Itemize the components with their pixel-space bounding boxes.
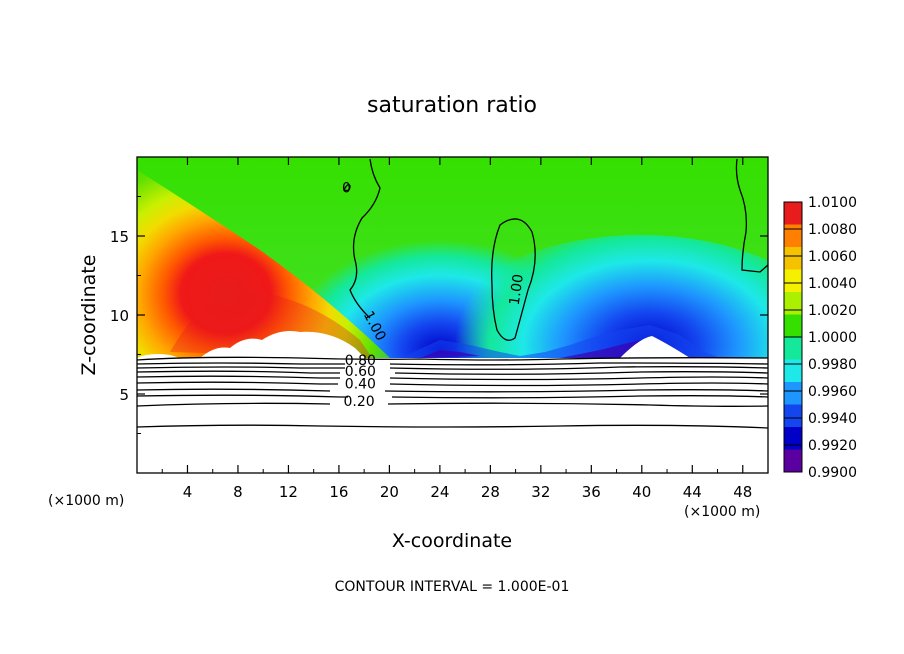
contour-0-80 bbox=[136, 366, 769, 370]
subsaturated-region-right bbox=[440, 235, 768, 358]
y-axis: 5 10 15 bbox=[110, 196, 768, 434]
colorbar-swatch bbox=[784, 359, 802, 383]
colorbar-label: 1.0100 bbox=[808, 195, 857, 211]
contour-1-00-center bbox=[491, 218, 536, 341]
x-tick-label: 12 bbox=[279, 483, 298, 501]
contour-0-40 bbox=[136, 388, 769, 393]
chart-title: saturation ratio bbox=[367, 93, 537, 118]
x-tick-label: 44 bbox=[683, 483, 702, 501]
contour-interval: CONTOUR INTERVAL = 1.000E-01 bbox=[335, 579, 570, 595]
cloud-top-white-right bbox=[620, 336, 690, 358]
contour-0-70 bbox=[136, 370, 769, 375]
x-axis-label: X-coordinate bbox=[392, 530, 512, 552]
colorbar-label: 0.9940 bbox=[808, 411, 857, 427]
colorbar-swatch bbox=[784, 314, 802, 338]
contour-label: 1.00 bbox=[507, 273, 527, 306]
colorbar-label: 1.0060 bbox=[808, 249, 857, 265]
colorbar-swatch bbox=[784, 224, 802, 248]
saturation-field bbox=[137, 157, 768, 358]
x-tick-label: 48 bbox=[733, 483, 752, 501]
supersaturated-region bbox=[137, 170, 390, 358]
colorbar-swatch bbox=[784, 427, 802, 450]
contour-0-10 bbox=[136, 424, 769, 429]
x-tick-label: 8 bbox=[233, 483, 243, 501]
colorbar-swatch bbox=[784, 292, 802, 315]
colorbar-label: 1.0000 bbox=[808, 330, 857, 346]
colorbar-swatch bbox=[784, 247, 802, 270]
contour-lines bbox=[136, 158, 769, 429]
x-tick-label: 28 bbox=[481, 483, 500, 501]
x-tick-label: 24 bbox=[430, 483, 449, 501]
contour-1-00-right bbox=[735, 158, 769, 273]
colorbar-swatch bbox=[784, 382, 802, 405]
colorbar-label: 0.9920 bbox=[808, 438, 857, 454]
colorbar-label: 0.9960 bbox=[808, 384, 857, 400]
x-tick-label: 36 bbox=[582, 483, 601, 501]
colorbar-label: 0.9900 bbox=[808, 465, 857, 481]
x-tick-label: 32 bbox=[531, 483, 550, 501]
x-axis: 4 8 12 16 20 24 28 32 36 40 44 48 bbox=[161, 157, 752, 501]
contour-labels: 1.001.0000.800.600.400.20 bbox=[342, 181, 527, 410]
y-axis-label: Z-coordinate bbox=[78, 255, 100, 376]
colorbar: 1.0100 1.0080 1.0060 1.0040 1.0020 1.0000 0.99… bbox=[783, 195, 857, 481]
cloud-top-white bbox=[200, 331, 365, 358]
y-tick-label: 15 bbox=[110, 228, 129, 246]
colorbar-label: 1.0020 bbox=[808, 303, 857, 319]
contour-label: 0.40 bbox=[345, 377, 376, 393]
x-tick-label: 20 bbox=[380, 483, 399, 501]
y-tick-label: 5 bbox=[119, 386, 129, 404]
x-tick-label: 4 bbox=[183, 483, 193, 501]
violet-edge bbox=[420, 340, 680, 358]
colorbar-swatch bbox=[784, 449, 802, 473]
contour-0-50 bbox=[136, 381, 769, 387]
colorbar-swatch bbox=[784, 202, 802, 225]
contour-0-30 bbox=[136, 394, 769, 399]
colorbar-label: 0.9980 bbox=[808, 357, 857, 373]
colorbar-swatch bbox=[784, 337, 802, 360]
colorbar-swatch bbox=[784, 269, 802, 293]
contour-0-20 bbox=[136, 402, 769, 407]
contour-label: 0 bbox=[342, 181, 351, 197]
colorbar-label: 1.0040 bbox=[808, 276, 857, 292]
x-tick-label: 40 bbox=[632, 483, 651, 501]
contour-cloud-base bbox=[136, 356, 769, 361]
contour-small-loop bbox=[343, 184, 351, 192]
colorbar-label: 1.0080 bbox=[808, 222, 857, 238]
contour-label: 0.80 bbox=[345, 353, 376, 369]
x-unit-left: (×1000 m) bbox=[48, 493, 124, 509]
x-unit-right: (×1000 m) bbox=[684, 504, 760, 520]
y-tick-label: 10 bbox=[110, 307, 129, 325]
colorbar-swatch bbox=[784, 404, 802, 428]
cloud-top-white-left bbox=[137, 354, 180, 358]
contour-label: 0.20 bbox=[344, 394, 375, 410]
contour-label: 0.60 bbox=[345, 364, 376, 380]
x-tick-label: 16 bbox=[329, 483, 348, 501]
contour-0-90 bbox=[136, 362, 769, 366]
contour-1-00-left bbox=[349, 158, 381, 319]
contour-0-60 bbox=[136, 375, 769, 381]
